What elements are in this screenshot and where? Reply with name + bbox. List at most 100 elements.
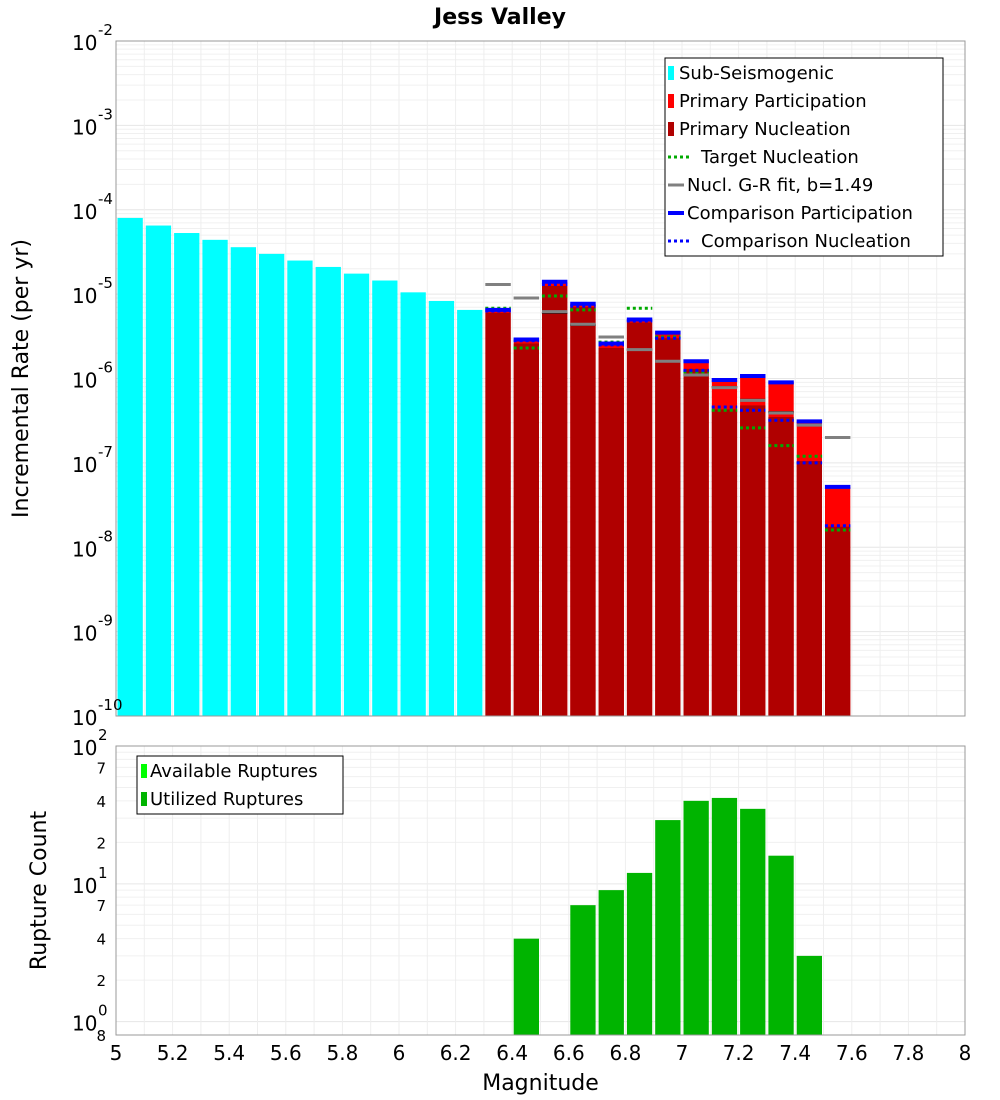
legend-item: Comparison Participation [668,203,913,224]
legend-label: Nucl. G-R fit, b=1.49 [687,175,873,196]
sub-seismogenic-bar [315,266,341,716]
y-tick-base: 10 [72,200,97,224]
y-tick-exponent: -9 [98,612,113,630]
y-minor-tick-label: 4 [96,931,106,949]
y-tick-exponent: 1 [98,864,108,882]
sub-seismogenic-bar [117,217,143,716]
sub-seismogenic-bar [145,225,172,716]
legend-label: Utilized Ruptures [150,789,303,810]
y-tick-exponent: 2 [98,726,108,744]
sub-seismogenic-bar [457,309,483,716]
y-tick-label: 10-9 [72,612,113,646]
sub-seismogenic-bar [287,260,313,716]
y-tick-exponent: -4 [98,190,113,208]
y-tick-base: 10 [72,284,97,308]
y-minor-tick-label: 2 [96,834,106,852]
y-tick-label: 10-10 [72,696,123,730]
x-tick-label: 5 [110,1041,123,1065]
primary-nucleation-bar [513,343,539,716]
legend-item: Primary Participation [668,91,867,112]
legend-item: Primary Nucleation [668,119,851,140]
legend-swatch [668,122,674,136]
y-tick-base: 10 [72,369,97,393]
utilized-ruptures-bar [683,800,709,1035]
sub-seismogenic-bar [230,247,256,716]
primary-nucleation-bar [542,285,568,716]
y-tick-base: 10 [72,115,97,139]
legend-item: Available Ruptures [141,761,318,782]
y-tick-exponent: -5 [98,274,113,292]
utilized-ruptures-bar [513,938,539,1035]
y-tick-exponent: 0 [98,1002,108,1020]
legend-label: Primary Nucleation [679,119,851,140]
x-tick-label: 6 [393,1041,406,1065]
legend-item: Target Nucleation [668,147,859,168]
x-tick-label: 5.2 [157,1041,189,1065]
y-tick-base: 10 [72,31,97,55]
legend-swatch [668,66,674,80]
y-tick-exponent: -8 [98,527,113,545]
bottom-y-axis-label: Rupture Count [27,811,52,971]
legend-label: Comparison Nucleation [701,231,911,252]
legend-item: Nucl. G-R fit, b=1.49 [668,175,873,196]
primary-nucleation-bar [683,368,709,716]
x-tick-label: 5.4 [213,1041,245,1065]
x-tick-label: 6.4 [496,1041,528,1065]
utilized-ruptures-bar [768,855,794,1035]
legend-label: Comparison Participation [687,203,913,224]
x-tick-label: 7.8 [892,1041,924,1065]
primary-nucleation-bar [655,338,681,716]
y-tick-base: 10 [72,622,97,646]
primary-nucleation-bar [711,409,738,716]
x-tick-label: 7 [676,1041,689,1065]
y-tick-base: 10 [72,537,97,561]
chart-title: Jess Valley [432,5,566,30]
top-legend: Sub-Seismogenic Primary Participation Prim… [664,57,944,257]
y-minor-tick-label: 7 [96,897,106,915]
utilized-ruptures-bar [655,820,681,1035]
legend-label: Target Nucleation [700,147,859,168]
x-tick-label: 6.8 [609,1041,641,1065]
x-tick-label: 6.2 [440,1041,472,1065]
y-tick-base: 10 [72,1012,97,1036]
primary-nucleation-bar [485,312,511,716]
utilized-ruptures-bar [740,808,766,1035]
bottom-legend: Available Ruptures Utilized Ruptures [136,755,344,815]
utilized-ruptures-bar [711,797,738,1035]
y-tick-base: 10 [72,453,97,477]
y-tick-exponent: -10 [98,696,123,714]
primary-nucleation-bar [570,307,596,716]
sub-seismogenic-bar [174,233,200,716]
legend-swatch [141,792,147,806]
utilized-ruptures-bar [570,905,596,1035]
x-tick-label: 5.8 [326,1041,358,1065]
bottom-plot-frame [115,745,966,1036]
legend-box [136,755,344,815]
y-tick-label: 10-8 [72,527,113,561]
y-minor-tick-label: 7 [96,759,106,777]
legend-item: Utilized Ruptures [141,789,303,810]
y-tick-exponent: -7 [98,443,113,461]
y-tick-label: 10-3 [72,105,113,139]
top-plot-frame [115,40,966,717]
x-tick-label: 7.6 [836,1041,868,1065]
y-tick-base: 10 [72,706,97,730]
primary-nucleation-bar [598,347,624,716]
y-tick-label: 10-7 [72,443,113,477]
y-tick-base: 10 [72,736,97,760]
legend-label: Primary Participation [679,91,867,112]
x-tick-label: 5.6 [270,1041,302,1065]
y-tick-label: 10-2 [72,21,113,55]
x-tick-label: 8 [959,1041,972,1065]
legend-box [664,57,944,257]
y-minor-tick-label: 4 [96,793,106,811]
primary-nucleation-bar [740,405,766,716]
y-tick-label: 10-5 [72,274,113,308]
primary-nucleation-bar [768,416,794,716]
sub-seismogenic-bar [343,273,370,716]
primary-nucleation-bar [796,461,822,716]
y-tick-exponent: -2 [98,21,113,39]
x-tick-label: 7.2 [723,1041,755,1065]
